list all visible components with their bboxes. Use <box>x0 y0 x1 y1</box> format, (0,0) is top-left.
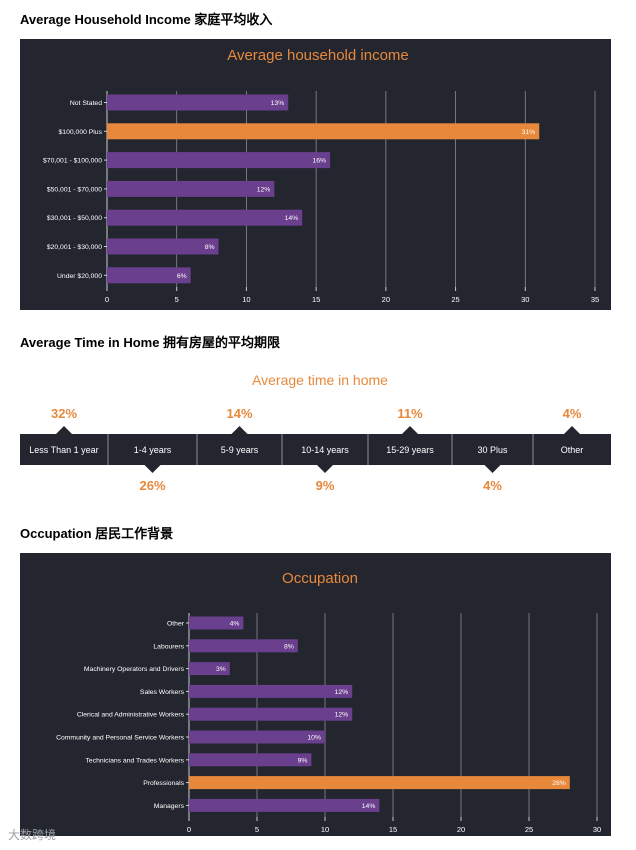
category-label: $70,001 - $100,000 <box>43 158 102 165</box>
segment-label: 10-14 years <box>301 445 349 455</box>
category-label: Labourers <box>153 643 184 650</box>
bar <box>189 753 312 767</box>
pointer-up <box>564 426 580 434</box>
bar-value-label: 6% <box>177 273 187 280</box>
bar-value-label: 12% <box>335 712 349 719</box>
bar-value-label: 8% <box>284 643 294 650</box>
time-in-home-timeline: Average time in home Less Than 1 year 32% 1… <box>20 362 611 502</box>
watermark: 大数跨境 <box>8 828 57 842</box>
category-label: $20,001 - $30,000 <box>47 244 102 251</box>
chart-title: Average household income <box>227 47 409 64</box>
bar <box>189 776 570 790</box>
income-chart: Average household income 0 5 10 15 20 25 30 35 No… <box>43 47 599 304</box>
bar-value-label: 12% <box>335 689 349 696</box>
bar-value-label: 14% <box>285 215 299 222</box>
bar <box>107 209 303 226</box>
bar-value-label: 8% <box>205 244 215 251</box>
category-label: Sales Workers <box>140 689 185 696</box>
bar <box>189 684 353 698</box>
bar <box>189 798 380 812</box>
bar-value-label: 10% <box>307 735 321 742</box>
chart-title: Occupation <box>282 570 358 587</box>
chart-title: Average time in home <box>252 372 388 388</box>
pointer-up <box>231 426 248 434</box>
pointer-down <box>317 465 333 473</box>
percent-label: 9% <box>316 478 335 493</box>
occupation-chart-panel: Occupation 0 5 10 15 20 25 30 Other 4% Labourers 8%… <box>20 553 611 836</box>
bar-value-label: 3% <box>216 666 226 673</box>
x-tick-label: 10 <box>242 295 250 304</box>
percent-label: 11% <box>397 406 423 421</box>
bar <box>189 616 244 630</box>
x-tick-label: 25 <box>451 295 459 304</box>
percent-label: 26% <box>139 478 165 493</box>
x-tick-label: 20 <box>457 825 465 834</box>
bar <box>107 94 289 111</box>
segment-label: Other <box>561 445 584 455</box>
pointer-up <box>56 426 72 434</box>
category-label: Professionals <box>143 780 184 787</box>
time-section-heading: Average Time in Home 拥有房屋的平均期限 <box>20 335 281 350</box>
x-tick-label: 30 <box>521 295 529 304</box>
category-label: $30,001 - $50,000 <box>47 215 102 222</box>
category-label: Other <box>167 621 185 628</box>
bar-value-label: 12% <box>257 186 271 193</box>
bar <box>107 123 540 140</box>
category-label: $100,000 Plus <box>59 129 103 136</box>
x-tick-label: 20 <box>382 295 390 304</box>
percent-label: 32% <box>51 406 77 421</box>
category-label: Technicians and Trades Workers <box>86 757 185 764</box>
bar-value-label: 14% <box>362 803 376 810</box>
segment-label: 1-4 years <box>134 445 172 455</box>
bar-value-label: 13% <box>271 100 285 107</box>
x-tick-label: 30 <box>593 825 601 834</box>
bar-value-label: 4% <box>230 621 240 628</box>
category-label: Not Stated <box>70 100 102 107</box>
bar-value-label: 31% <box>522 129 536 136</box>
percent-label: 4% <box>563 406 582 421</box>
bar <box>189 639 298 653</box>
segment-label: Less Than 1 year <box>29 445 98 455</box>
occupation-chart: Occupation 0 5 10 15 20 25 30 Other 4% Labourers 8%… <box>56 570 601 834</box>
percent-label: 14% <box>226 406 252 421</box>
bar <box>107 267 191 284</box>
pointer-down <box>144 465 161 473</box>
x-tick-label: 0 <box>187 825 191 834</box>
category-label: Machinery Operators and Drivers <box>84 666 185 673</box>
category-label: Community and Personal Service Workers <box>56 735 185 742</box>
bar-value-label: 28% <box>552 780 566 787</box>
x-tick-label: 5 <box>175 295 179 304</box>
time-in-home-chart: Average time in home Less Than 1 year 32% 1… <box>20 372 611 493</box>
bar <box>107 180 275 197</box>
bar <box>189 707 353 721</box>
category-label: $50,001 - $70,000 <box>47 186 102 193</box>
x-tick-label: 25 <box>525 825 533 834</box>
category-label: Managers <box>154 803 185 810</box>
x-tick-label: 15 <box>312 295 320 304</box>
category-label: Under $20,000 <box>57 273 102 280</box>
income-section-heading: Average Household Income 家庭平均收入 <box>20 12 273 27</box>
bar <box>107 238 219 255</box>
x-tick-label: 15 <box>389 825 397 834</box>
income-chart-panel: Average household income 0 5 10 15 20 25 30 35 No… <box>20 39 611 310</box>
bar <box>189 662 230 676</box>
x-tick-label: 35 <box>591 295 599 304</box>
segment-label: 30 Plus <box>477 445 508 455</box>
bar-value-label: 9% <box>298 757 308 764</box>
bar-value-label: 16% <box>312 158 326 165</box>
x-tick-label: 5 <box>255 825 259 834</box>
percent-label: 4% <box>483 478 502 493</box>
x-tick-label: 0 <box>105 295 109 304</box>
x-tick-label: 10 <box>321 825 329 834</box>
occupation-section-heading: Occupation 居民工作背景 <box>20 526 174 541</box>
timeline-band <box>20 434 611 465</box>
segment-label: 15-29 years <box>386 445 434 455</box>
bar <box>189 730 325 744</box>
pointer-up <box>402 426 418 434</box>
category-label: Clerical and Administrative Workers <box>77 712 185 719</box>
bar <box>107 152 331 169</box>
segment-label: 5-9 years <box>221 445 259 455</box>
pointer-down <box>484 465 501 473</box>
